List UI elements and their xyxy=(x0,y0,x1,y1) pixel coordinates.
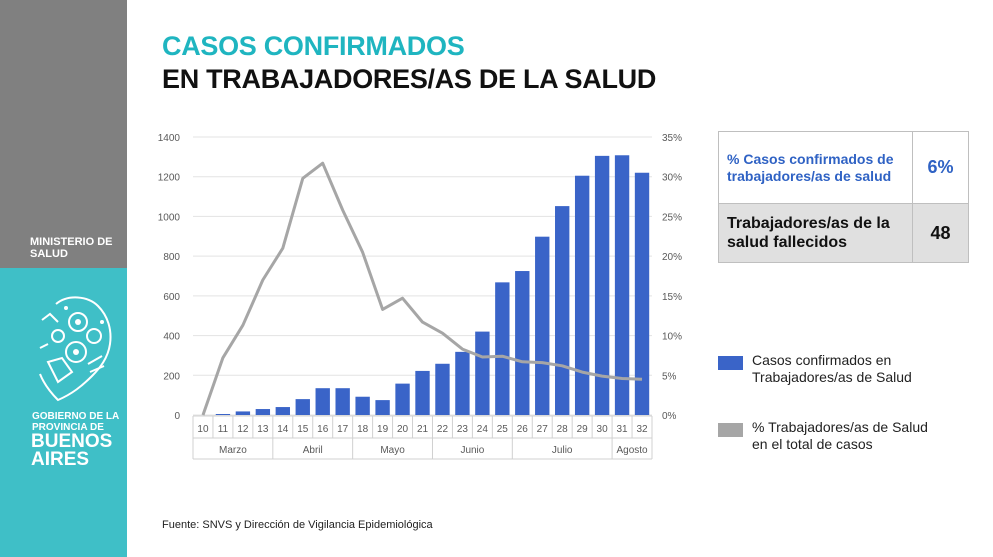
chart-bars xyxy=(215,155,650,416)
x-tick-label-31: 31 xyxy=(617,424,629,435)
x-tick-label-29: 29 xyxy=(577,424,589,435)
ministry-label: MINISTERIO DE SALUD xyxy=(30,236,113,260)
left-tick-label-4: 800 xyxy=(163,252,180,263)
month-label-3: Junio xyxy=(460,445,484,456)
x-tick-label-11: 11 xyxy=(218,424,229,435)
bar-19 xyxy=(375,400,390,415)
x-tick-label-23: 23 xyxy=(457,424,469,435)
stats-label-deaths: Trabajadores/as de la salud fallecidos xyxy=(718,203,913,263)
x-tick-label-13: 13 xyxy=(257,424,269,435)
legend-item-cases: Casos confirmados en Trabajadores/as de … xyxy=(718,352,942,386)
bar-21 xyxy=(415,370,430,415)
provincial-emblem-icon xyxy=(39,296,112,402)
x-tick-label-14: 14 xyxy=(277,424,289,435)
x-tick-label-30: 30 xyxy=(597,424,609,435)
left-tick-label-2: 400 xyxy=(163,332,180,343)
right-tick-label-2: 10% xyxy=(662,332,682,343)
bar-12 xyxy=(235,411,251,415)
stats-row-percentage: % Casos confirmados de trabajadores/as d… xyxy=(718,131,969,204)
government-label: GOBIERNO DE LA PROVINCIA DE xyxy=(32,411,120,433)
month-label-4: Julio xyxy=(552,445,573,456)
stats-row-deaths: Trabajadores/as de la salud fallecidos 4… xyxy=(718,203,969,263)
bar-26 xyxy=(515,271,530,415)
x-tick-label-16: 16 xyxy=(317,424,329,435)
stats-table: % Casos confirmados de trabajadores/as d… xyxy=(718,131,969,263)
bar-31 xyxy=(614,155,630,416)
bar-32 xyxy=(634,172,650,415)
bar-17 xyxy=(335,388,350,415)
legend-label-cases: Casos confirmados en Trabajadores/as de … xyxy=(752,352,912,385)
x-tick-label-22: 22 xyxy=(437,424,449,435)
right-tick-label-4: 20% xyxy=(662,252,682,263)
x-tick-label-18: 18 xyxy=(357,424,369,435)
legend-swatch-percentage xyxy=(718,423,743,437)
x-tick-label-28: 28 xyxy=(557,424,569,435)
left-tick-label-5: 1000 xyxy=(158,212,181,223)
month-label-1: Abril xyxy=(303,445,323,456)
x-tick-label-12: 12 xyxy=(237,424,249,435)
right-tick-label-3: 15% xyxy=(662,292,682,303)
bar-16 xyxy=(315,388,330,415)
province-label: BUENOS AIRES xyxy=(31,431,113,470)
stats-value-percentage: 6% xyxy=(912,131,969,204)
x-tick-label-27: 27 xyxy=(537,424,549,435)
stats-value-deaths: 48 xyxy=(912,203,969,263)
bar-13 xyxy=(255,409,271,415)
x-tick-label-25: 25 xyxy=(497,424,509,435)
right-tick-label-1: 5% xyxy=(662,371,677,382)
chart-axes: 0 200 400 600 800 1000 1200 1400 0% 5% 10% 15% 20% 25… xyxy=(158,133,682,460)
left-tick-label-1: 200 xyxy=(163,371,180,382)
x-tick-label-10: 10 xyxy=(197,424,209,435)
bar-20 xyxy=(395,383,410,415)
left-tick-label-6: 1200 xyxy=(158,173,181,184)
chart-line xyxy=(201,161,643,416)
bar-29 xyxy=(574,175,590,415)
bar-11 xyxy=(215,414,231,415)
x-tick-label-21: 21 xyxy=(417,424,429,435)
right-tick-label-5: 25% xyxy=(662,212,682,223)
x-tick-label-26: 26 xyxy=(517,424,529,435)
x-tick-label-15: 15 xyxy=(297,424,309,435)
right-tick-label-6: 30% xyxy=(662,173,682,184)
month-label-2: Mayo xyxy=(380,445,405,456)
x-tick-label-20: 20 xyxy=(397,424,409,435)
bar-30 xyxy=(594,155,610,415)
sidebar-top-band xyxy=(0,0,127,268)
bar-15 xyxy=(295,399,310,415)
x-tick-label-32: 32 xyxy=(636,424,648,435)
bar-25 xyxy=(495,282,510,415)
bar-18 xyxy=(355,396,370,415)
bar-24 xyxy=(475,331,490,415)
left-tick-label-3: 600 xyxy=(163,292,180,303)
source-note: Fuente: SNVS y Dirección de Vigilancia E… xyxy=(162,519,433,531)
x-tick-label-24: 24 xyxy=(477,424,489,435)
right-tick-label-7: 35% xyxy=(662,133,682,144)
bar-28 xyxy=(555,206,570,415)
month-label-0: Marzo xyxy=(219,445,247,456)
x-tick-label-17: 17 xyxy=(337,424,349,435)
bar-23 xyxy=(455,351,470,415)
left-tick-label-7: 1400 xyxy=(158,133,181,144)
bar-22 xyxy=(435,363,450,415)
left-tick-label-0: 0 xyxy=(174,411,180,422)
page-subtitle: EN TRABAJADORES/AS DE LA SALUD xyxy=(162,64,657,94)
right-tick-label-0: 0% xyxy=(662,411,677,422)
bar-27 xyxy=(535,236,550,415)
bar-14 xyxy=(275,407,290,415)
cases-chart: 0 200 400 600 800 1000 1200 1400 0% 5% 10% 15% 20% 25… xyxy=(158,133,682,460)
month-label-5: Agosto xyxy=(616,445,648,456)
stats-label-percentage: % Casos confirmados de trabajadores/as d… xyxy=(718,131,913,204)
page-title: CASOS CONFIRMADOS xyxy=(162,31,465,61)
legend-swatch-cases xyxy=(718,356,743,370)
x-tick-label-19: 19 xyxy=(377,424,389,435)
legend-item-percentage: % Trabajadores/as de Salud en el total d… xyxy=(718,419,942,453)
legend-label-percentage: % Trabajadores/as de Salud en el total d… xyxy=(752,419,928,452)
